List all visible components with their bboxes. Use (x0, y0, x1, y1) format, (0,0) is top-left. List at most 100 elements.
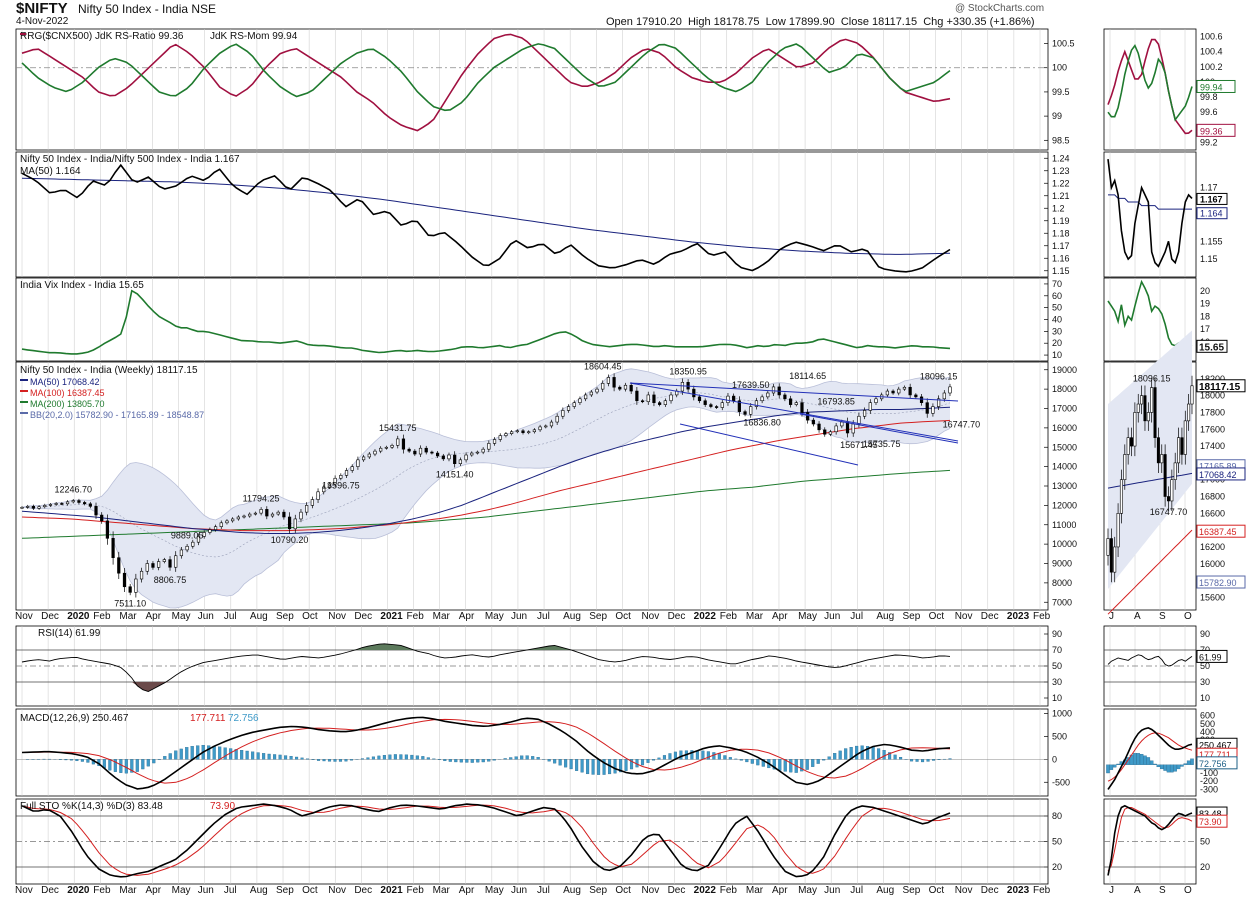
vix-panel-frame (15, 277, 1049, 362)
price-candle-body (430, 451, 434, 454)
price-candle-body (857, 415, 861, 425)
macd-histogram-bar (240, 750, 244, 760)
time-axis-label: Mar (746, 885, 764, 896)
macd-histogram-bar (739, 759, 743, 761)
macd-zoom-histogram-bar (1139, 753, 1144, 765)
time-axis-label: Feb (407, 885, 425, 896)
price-candle-body (885, 390, 889, 396)
price-annotation-label: 15735.75 (863, 439, 901, 449)
price-candle-body (384, 446, 388, 449)
price-candle-body (800, 402, 804, 413)
zoom-time-axis-label: O (1184, 885, 1192, 896)
rrg-zoom-value-badge (1196, 79, 1236, 93)
vix-tick-label: 40 (1052, 315, 1062, 325)
price-candle-body (658, 402, 662, 405)
rrg-zoom-value-label: 99.36 (1200, 126, 1223, 136)
time-axis-label: Apr (459, 611, 475, 622)
price-candle-body (105, 520, 109, 539)
time-axis-label: Dec (354, 611, 372, 622)
price-candle-body (726, 395, 730, 403)
symbol-name: Nifty 50 Index - India NSE (78, 2, 217, 16)
macd-histogram-bar (399, 754, 403, 760)
macd-histogram-bar (789, 759, 793, 773)
macd-histogram-bar (910, 759, 914, 762)
macd-zoom-tick-label: 500 (1200, 719, 1215, 729)
zoom-ma100-line (1107, 529, 1193, 615)
macd-tick-label: 1000 (1052, 709, 1072, 719)
macd-histogram-bar (640, 759, 645, 766)
price-zoom-value-badge (1196, 524, 1246, 538)
price-annotation-label: 16747.70 (943, 419, 981, 429)
price-candle-body (766, 392, 770, 398)
price-candle-body (544, 425, 548, 428)
time-axis-label: Oct (615, 611, 631, 622)
macd-histogram-bar (509, 757, 513, 760)
time-axis-label: Dec (668, 885, 686, 896)
sto-k-line (21, 803, 951, 878)
macd-histogram-bar (717, 753, 721, 760)
price-candle-body (441, 455, 445, 460)
price-legend-item: MA(50) 17068.42 (30, 377, 100, 387)
time-axis-label: Aug (563, 611, 581, 622)
macd-histogram-bar (745, 759, 749, 763)
price-candle-body (817, 423, 821, 431)
macd-histogram-bar (135, 759, 139, 772)
macd-histogram-bar (470, 759, 474, 763)
time-axis-label: Oct (302, 885, 318, 896)
macd-histogram-bar (723, 755, 727, 760)
price-candle-body (179, 549, 184, 557)
price-candle-body (60, 503, 64, 505)
vix-tick-label: 30 (1052, 326, 1062, 336)
rsi-zoom-line (1107, 654, 1193, 667)
macd-histogram-bar (888, 752, 892, 760)
time-axis-label: Sep (902, 885, 920, 896)
price-tick-label: 10000 (1052, 539, 1077, 549)
macd-histogram-bar (333, 759, 337, 762)
price-candle-body (595, 388, 599, 393)
vix-tick-label: 50 (1052, 303, 1062, 313)
macd-zoom-histogram-bar (1106, 764, 1110, 774)
price-candle-body (350, 466, 354, 471)
macd-histogram-bar (322, 759, 326, 762)
price-annotation-label: 16836.80 (743, 418, 781, 428)
price-candle-body (470, 452, 474, 456)
price-annotation-label: 12246.70 (54, 485, 92, 495)
price-tick-label: 9000 (1052, 559, 1072, 569)
price-tick-label: 8000 (1052, 578, 1072, 588)
price-candle-body (527, 431, 531, 434)
price-candle-body (584, 394, 588, 400)
price-legend-swatch (20, 412, 28, 414)
price-candle-body (128, 586, 132, 593)
rrg-legend-mom: JdK RS-Mom 99.94 (210, 31, 298, 42)
price-candle-body (453, 454, 457, 464)
price-candle-body (100, 514, 104, 522)
price-candle-body (931, 406, 935, 414)
price-candle-body (788, 398, 793, 405)
time-axis-label: Oct (929, 611, 945, 622)
macd-histogram-bar (393, 754, 397, 760)
price-zoom-tick-label: 18000 (1200, 391, 1225, 401)
price-candle-body (498, 435, 502, 440)
zoom-candle-body (1136, 403, 1140, 413)
time-axis-label: Jul (537, 885, 550, 896)
macd-histogram-bar (833, 753, 837, 760)
price-candle-body (532, 429, 536, 433)
macd-histogram-bar (267, 753, 271, 760)
price-candle-body (481, 448, 485, 453)
price-annotation-label: 18604.45 (584, 361, 622, 371)
time-axis-label: May (172, 611, 191, 622)
rrg-zoom-tick-label: 100.6 (1200, 32, 1223, 42)
time-axis-label: Jul (850, 611, 863, 622)
time-axis-label: Oct (615, 885, 631, 896)
price-candle-body (265, 509, 269, 517)
time-axis-label: 2021 (380, 611, 403, 622)
price-annotation-label: 7511.10 (114, 598, 146, 608)
rrg-zoom-series-line (1107, 44, 1193, 122)
macd-zoom-histogram-bar (1170, 764, 1174, 773)
macd-zoom-histogram-bar (1153, 763, 1157, 765)
price-candle-body (578, 398, 582, 403)
zoom-time-axis-label: S (1159, 885, 1166, 896)
rrg-zoom-tick-label: 99.2 (1200, 137, 1218, 147)
rsi-tick-label: 10 (1052, 693, 1062, 703)
time-axis-label: Jun (511, 885, 527, 896)
